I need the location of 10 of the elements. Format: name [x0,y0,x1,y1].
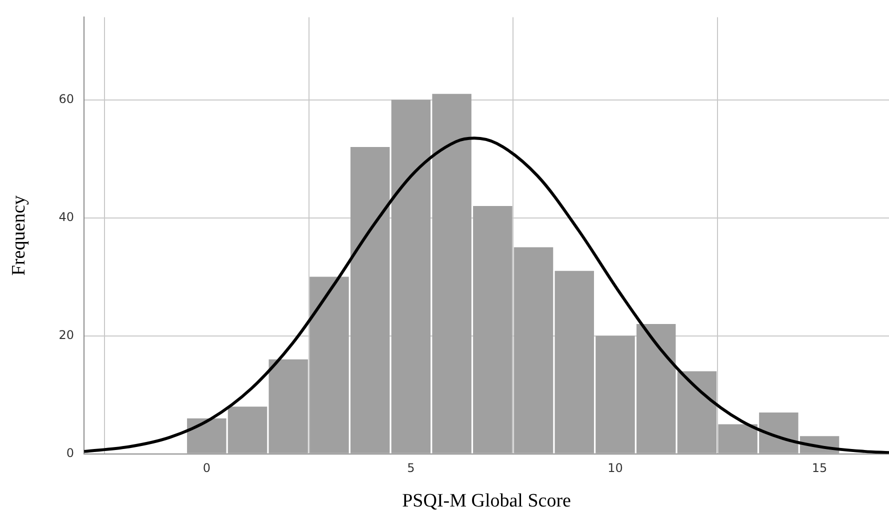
x-axis-title: PSQI-M Global Score [402,490,571,512]
x-tick-label: 5 [407,461,415,476]
x-tick-label: 10 [608,461,623,476]
y-tick-label: 60 [58,92,74,106]
x-tick-label: 0 [202,461,210,476]
y-tick-label: 0 [66,446,74,460]
x-tick-label: 15 [812,461,828,476]
y-tick-label: 40 [58,210,74,224]
y-tick-label: 20 [58,328,74,342]
y-axis-title: Frequency [8,194,30,276]
